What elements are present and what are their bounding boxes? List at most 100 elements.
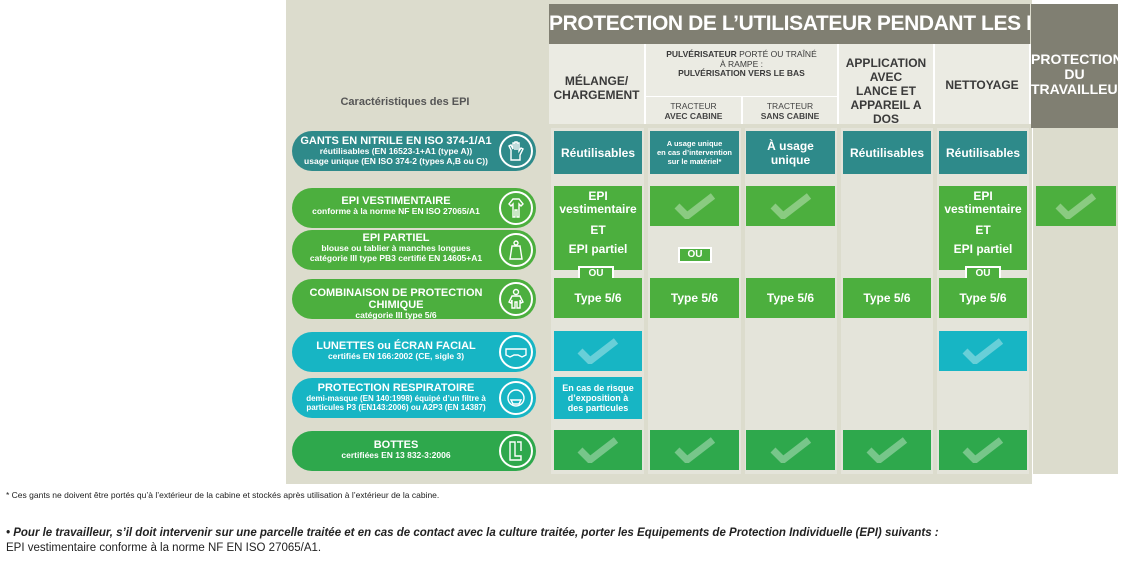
gloves-icon <box>499 134 533 168</box>
header-protection-travailleur: PROTECTION DU TRAVAILLEUR <box>1031 4 1128 128</box>
header-line: AVEC CABINE <box>664 111 723 121</box>
check-icon <box>962 437 1004 463</box>
cell-bottes-melange <box>554 430 642 470</box>
cell-vest-sans-cabine <box>746 186 835 226</box>
cell-text: EPI <box>588 189 608 203</box>
cell-text: Type 5/6 <box>766 291 815 305</box>
header-application: APPLICATION AVEC LANCE ET APPAREIL A DOS <box>839 44 935 126</box>
epi-title: BOTTES <box>373 439 419 451</box>
chemical-suit-icon <box>499 282 533 316</box>
cell-text: en cas d’intervention <box>656 148 733 157</box>
check-icon <box>674 193 715 219</box>
epi-title: EPI PARTIEL <box>362 232 430 244</box>
travailleur-note: • Pour le travailleur, s’il doit interve… <box>6 527 939 539</box>
cell-gants-sans-cabine: À usage unique <box>746 131 835 174</box>
epi-line: réutilisables (EN 16523-1+A1 (type A)) <box>319 146 473 156</box>
goggles-icon <box>499 335 533 369</box>
cell-text: Type 5/6 <box>670 291 719 305</box>
cell-bottes-application <box>843 430 931 470</box>
check-icon <box>770 193 811 219</box>
header-line: DU <box>1064 66 1085 82</box>
epi-line: demi-masque (EN 140:1998) équipé d’un fi… <box>306 394 486 403</box>
cell-gants-avec-cabine: A usage unique en cas d’intervention sur… <box>650 131 739 174</box>
epi-title: EPI VESTIMENTAIRE <box>341 195 451 207</box>
header-line: NETTOYAGE <box>945 78 1019 92</box>
cell-text: Type 5/6 <box>574 291 622 305</box>
epi-line: usage unique (EN ISO 374-2 (types A,B ou… <box>304 155 488 166</box>
cell-combi-avec-cabine: Type 5/6 <box>650 278 739 318</box>
epi-line: certifiées EN 13 832-3:2006 <box>341 450 451 460</box>
header-nettoyage: NETTOYAGE <box>935 44 1031 124</box>
epi-respiratoire: PROTECTION RESPIRATOIRE demi-masque (EN … <box>292 378 536 418</box>
header-tracteur-avec-cabine: TRACTEUR AVEC CABINE <box>646 96 743 124</box>
epi-lunettes: LUNETTES ou ÉCRAN FACIAL certifiés EN 16… <box>292 332 536 372</box>
header-fragment: PORTÉ OU TRAÎNÉ <box>736 49 817 59</box>
cell-text: EPI partiel <box>953 242 1013 256</box>
cell-text: d’exposition à <box>567 393 629 403</box>
header-line: APPLICATION <box>845 56 927 70</box>
coverall-icon <box>499 191 533 225</box>
cell-bottes-nettoyage <box>939 430 1027 470</box>
header-line: MÉLANGE/ <box>564 74 629 88</box>
header-line: APPAREIL A DOS <box>850 98 922 126</box>
epi-partiel: EPI PARTIEL blouse ou tablier à manches … <box>292 230 536 270</box>
header-line: TRACTEUR <box>766 101 814 111</box>
epi-line: conforme à la norme NF EN ISO 27065/A1 <box>312 206 480 216</box>
cell-text: Type 5/6 <box>863 291 911 305</box>
cell-text: Réutilisables <box>849 145 925 160</box>
cell-bottes-sans-cabine <box>746 430 835 470</box>
epi-line: blouse ou tablier à manches longues <box>321 243 471 253</box>
cell-text: vestimentaire <box>944 202 1022 216</box>
caracteristiques-label: Caractéristiques des EPI <box>340 96 470 108</box>
epi-line: particules P3 (EN143:2006) ou A2P3 (EN 1… <box>306 403 486 412</box>
col-bg <box>1033 128 1118 474</box>
epi-title: PROTECTION RESPIRATOIRE <box>317 382 475 394</box>
header-line: À RAMPE : <box>720 58 763 69</box>
cell-text: sur le matériel* <box>667 157 722 166</box>
cell-text: EPI partiel <box>568 242 628 256</box>
check-icon <box>577 437 619 463</box>
check-icon <box>962 338 1004 364</box>
cell-text: ET <box>590 223 606 237</box>
header-line: CHARGEMENT <box>553 88 640 102</box>
header-tracteur-sans-cabine: TRACTEUR SANS CABINE <box>743 96 839 124</box>
epi-vestimentaire: EPI VESTIMENTAIRE conforme à la norme NF… <box>292 188 536 228</box>
check-icon <box>674 437 715 463</box>
epi-title: COMBINAISON DE PROTECTION CHIMIQUE <box>309 287 483 311</box>
epi-title: LUNETTES ou ÉCRAN FACIAL <box>316 340 476 352</box>
cell-combi-nettoyage: Type 5/6 <box>939 278 1027 318</box>
header-fragment: PULVÉRISATEUR <box>666 49 737 59</box>
header-line: TRACTEUR <box>670 101 717 111</box>
cell-lunettes-melange <box>554 331 642 371</box>
cell-vest-melange: EPI vestimentaire ET EPI partiel <box>554 186 642 270</box>
cell-text: En cas de risque <box>562 383 634 393</box>
cell-vest-nettoyage: EPI vestimentaire ET EPI partiel <box>939 186 1027 270</box>
cell-text: Réutilisables <box>945 145 1021 160</box>
header-line: SANS CABINE <box>760 111 820 121</box>
respirator-icon <box>499 381 533 415</box>
cell-respiratoire-melange: En cas de risque d’exposition à des part… <box>554 377 642 419</box>
cell-text: A usage unique <box>666 139 723 148</box>
epi-line: catégorie III type 5/6 <box>355 310 437 320</box>
epi-title: GANTS EN NITRILE EN ISO 374-1/A1 <box>300 135 492 147</box>
cell-vest-travailleur <box>1036 186 1116 226</box>
header-line: AVEC <box>869 70 903 84</box>
table-title: PROTECTION DE L’UTILISATEUR PENDANT LES … <box>549 4 1030 44</box>
ou-badge: OU <box>678 247 712 263</box>
cell-lunettes-nettoyage <box>939 331 1027 371</box>
cell-text: ET <box>975 223 991 237</box>
header-melange: MÉLANGE/ CHARGEMENT <box>549 44 646 124</box>
cell-text: À usage unique <box>767 138 814 167</box>
footnote: * Ces gants ne doivent être portés qu’à … <box>6 490 440 500</box>
cell-gants-melange: Réutilisables <box>554 131 642 174</box>
cell-bottes-avec-cabine <box>650 430 739 470</box>
check-icon <box>866 437 908 463</box>
cell-gants-nettoyage: Réutilisables <box>939 131 1027 174</box>
check-icon <box>1055 193 1097 219</box>
cell-text: des particules <box>567 403 629 413</box>
epi-line: certifiés EN 166:2002 (CE, sigle 3) <box>327 351 465 361</box>
header-line: PULVÉRISATEUR PORTÉ OU TRAÎNÉ <box>646 49 837 60</box>
cell-text: vestimentaire <box>559 202 637 216</box>
cell-text: EPI <box>973 189 993 203</box>
header-line: LANCE ET <box>856 84 916 98</box>
